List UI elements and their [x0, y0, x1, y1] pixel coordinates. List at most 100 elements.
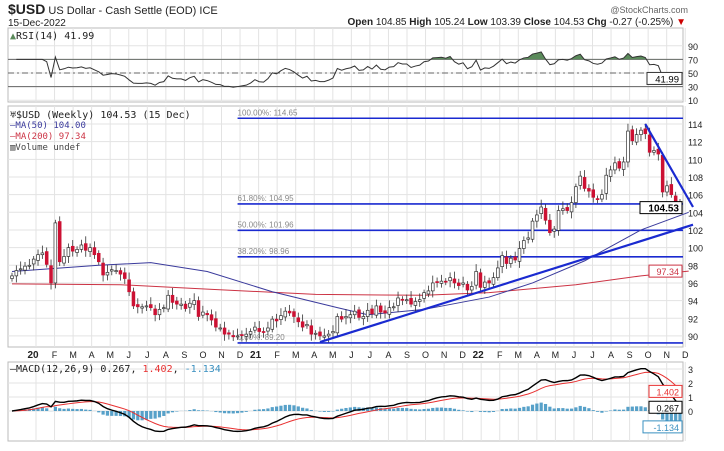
price-title: $USD (Weekly) 104.53 (15 Dec) — [16, 110, 191, 121]
macd-histogram-bar — [630, 406, 634, 411]
macd-histogram-bar — [175, 411, 179, 412]
candle-up — [461, 282, 465, 285]
macd-histogram-bar — [587, 408, 591, 411]
candle-up — [665, 185, 669, 193]
candle-up — [422, 292, 426, 299]
price-tick-label: 108 — [688, 173, 703, 183]
candle-icon: ♅ — [10, 110, 17, 121]
macd-histogram-bar — [196, 410, 201, 411]
x-tick-label: 22 — [473, 350, 485, 361]
rsi-panel: 41.99 — [8, 51, 683, 88]
candle-down — [435, 281, 439, 283]
candle-up — [500, 255, 504, 267]
macd-histogram-bar — [274, 406, 279, 411]
candle-up — [201, 311, 205, 316]
candle-down — [196, 300, 201, 317]
candle-up — [18, 268, 23, 271]
x-tick-label: A — [311, 350, 317, 360]
macd-histogram-bar — [613, 409, 617, 411]
candle-down — [617, 161, 622, 169]
macd-histogram-bar — [478, 411, 483, 412]
candle-up — [517, 248, 522, 262]
price-tick-label: 92 — [688, 314, 698, 324]
trendline — [319, 223, 694, 344]
high-label: High — [409, 17, 432, 28]
macd-histogram-bar — [261, 409, 266, 411]
low-label: Low — [467, 17, 488, 28]
candle-down — [175, 300, 179, 305]
macd-histogram-bar — [470, 411, 474, 413]
x-tick-label: A — [89, 350, 95, 360]
candle-up — [79, 244, 84, 250]
macd-histogram-bar — [144, 411, 149, 420]
candle-up — [313, 332, 318, 335]
macd-histogram-bar — [405, 408, 409, 411]
candle-up — [404, 299, 409, 302]
candle-down — [123, 272, 127, 279]
macd-histogram-bar — [509, 408, 513, 411]
x-tick-label: J — [145, 350, 150, 360]
low-value: 103.39 — [490, 17, 521, 28]
rsi-line — [16, 51, 681, 88]
candle-down — [465, 283, 470, 291]
macd-histogram-bar — [32, 408, 36, 411]
fibonacci-label: 0.00%: 89.20 — [238, 333, 286, 342]
x-tick-label: S — [627, 350, 633, 360]
fibonacci-label: 61.80%: 104.95 — [238, 194, 295, 203]
macd-histogram-bar — [140, 411, 144, 421]
macd-histogram-bar — [348, 407, 352, 411]
x-tick-label: J — [368, 350, 373, 360]
x-tick-label: D — [237, 350, 244, 360]
price-tick-label: 96 — [688, 279, 698, 289]
candle-up — [344, 316, 348, 319]
x-tick-label: A — [608, 350, 614, 360]
macd-histogram-bar — [36, 407, 40, 411]
candle-up — [23, 265, 27, 271]
candle-up — [36, 254, 40, 261]
candle-down — [261, 331, 266, 333]
macd-histogram-bar — [457, 409, 461, 411]
price-tick-label: 110 — [688, 155, 702, 165]
candle-down — [227, 332, 231, 335]
rsi-value-box — [646, 71, 683, 85]
price-tick-label: 90 — [688, 332, 698, 342]
candle-down — [83, 243, 88, 251]
candle-down — [513, 256, 517, 261]
x-tick-label: N — [441, 350, 448, 360]
macd-histogram-bar — [188, 410, 192, 411]
macd-histogram-bar — [678, 411, 682, 428]
candle-up — [556, 210, 561, 231]
macd-histogram-bar — [600, 411, 604, 413]
macd-histogram-bar — [131, 411, 136, 420]
candle-down — [118, 270, 123, 275]
candle-up — [470, 286, 474, 291]
macd-value-box — [648, 400, 683, 414]
candle-up — [75, 249, 79, 253]
x-tick-label: S — [404, 350, 410, 360]
macd-histogram-bar — [292, 405, 296, 411]
price-legend: ♅$USD (Weekly) 104.53 (15 Dec) —MA(50) 1… — [10, 110, 191, 154]
candle-down — [309, 325, 314, 335]
macd-histogram-bar — [370, 407, 374, 411]
candle-down — [630, 129, 635, 142]
macd-histogram-bar — [235, 411, 240, 414]
macd-histogram-bar — [461, 410, 465, 411]
candle-down — [287, 310, 292, 314]
candle-down — [548, 219, 552, 233]
x-tick-label: M — [69, 350, 77, 360]
macd-histogram-bar — [344, 407, 348, 411]
candle-down — [595, 198, 600, 200]
macd-histogram-bar — [40, 407, 44, 411]
macd-histogram-bar — [374, 407, 378, 411]
macd-histogram-bar — [222, 411, 227, 414]
macd-histogram-bar — [383, 408, 387, 411]
macd-histogram-bar — [353, 406, 357, 411]
candle-down — [357, 309, 361, 318]
candle-up — [569, 202, 574, 213]
macd-histogram-bar — [305, 408, 309, 411]
candle-down — [300, 321, 305, 328]
macd-histogram-bar — [465, 411, 470, 412]
macd-legend: —MACD(12,26,9) 0.267, 1.402, -1.134 — [10, 364, 221, 375]
macd-histogram-bar — [71, 408, 75, 411]
